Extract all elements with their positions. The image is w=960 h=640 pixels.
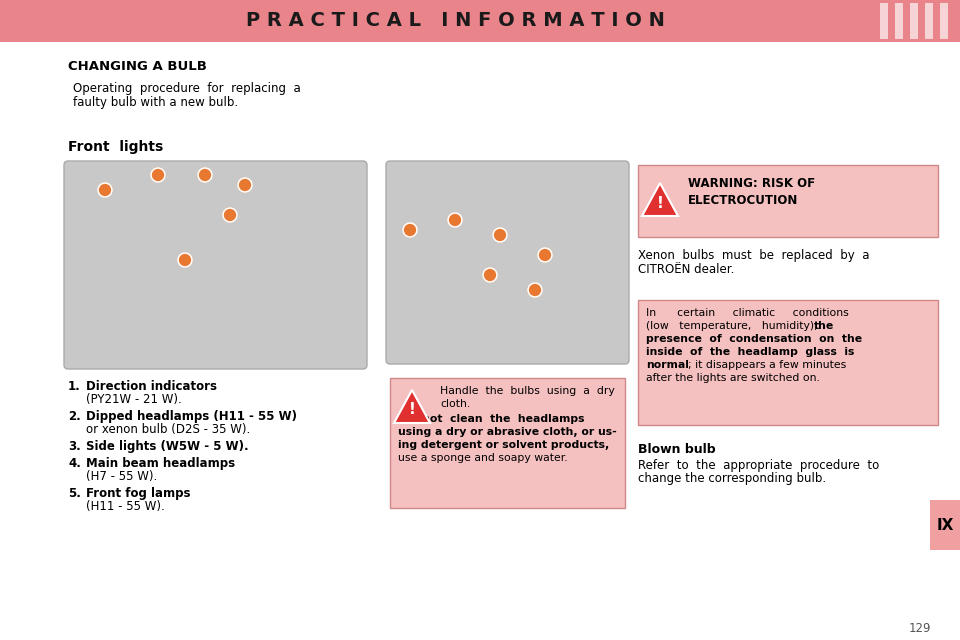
Text: after the lights are switched on.: after the lights are switched on. (646, 373, 820, 383)
Text: 3.: 3. (68, 440, 81, 453)
FancyBboxPatch shape (390, 378, 625, 508)
Text: Front fog lamps: Front fog lamps (86, 487, 190, 500)
FancyBboxPatch shape (638, 300, 938, 425)
Text: Dipped headlamps (H11 - 55 W): Dipped headlamps (H11 - 55 W) (86, 410, 297, 423)
Text: faulty bulb with a new bulb.: faulty bulb with a new bulb. (73, 96, 238, 109)
Text: Xenon  bulbs  must  be  replaced  by  a: Xenon bulbs must be replaced by a (638, 249, 870, 262)
Text: Operating  procedure  for  replacing  a: Operating procedure for replacing a (73, 82, 300, 95)
Text: !: ! (409, 403, 416, 417)
Text: CITROËN dealer.: CITROËN dealer. (638, 263, 734, 276)
Text: Main beam headlamps: Main beam headlamps (86, 457, 235, 470)
FancyBboxPatch shape (930, 500, 960, 550)
FancyBboxPatch shape (880, 3, 888, 39)
Text: Front  lights: Front lights (68, 140, 163, 154)
Polygon shape (642, 183, 678, 216)
Circle shape (528, 283, 542, 297)
Circle shape (493, 228, 507, 242)
Text: IX: IX (936, 518, 953, 532)
Text: In      certain     climatic     conditions: In certain climatic conditions (646, 308, 849, 318)
Text: inside  of  the  headlamp  glass  is: inside of the headlamp glass is (646, 347, 854, 357)
Text: using a dry or abrasive cloth, or us-: using a dry or abrasive cloth, or us- (398, 427, 616, 437)
Text: 2.: 2. (68, 410, 81, 423)
Text: use a sponge and soapy water.: use a sponge and soapy water. (398, 453, 567, 463)
Text: Blown bulb: Blown bulb (638, 443, 715, 456)
Text: the: the (814, 321, 834, 331)
Text: ; it disappears a few minutes: ; it disappears a few minutes (688, 360, 847, 370)
Text: WARNING: RISK OF
ELECTROCUTION: WARNING: RISK OF ELECTROCUTION (688, 177, 815, 207)
Text: Do  not  clean  the  headlamps: Do not clean the headlamps (398, 414, 585, 424)
Circle shape (223, 208, 237, 222)
Polygon shape (394, 390, 430, 423)
Circle shape (483, 268, 497, 282)
Text: 1.: 1. (68, 380, 81, 393)
Text: CHANGING A BULB: CHANGING A BULB (68, 60, 206, 73)
Text: 5.: 5. (68, 487, 81, 500)
Circle shape (448, 213, 462, 227)
Circle shape (538, 248, 552, 262)
Text: Handle  the  bulbs  using  a  dry: Handle the bulbs using a dry (440, 386, 614, 396)
FancyBboxPatch shape (940, 3, 948, 39)
Text: (PY21W - 21 W).: (PY21W - 21 W). (86, 393, 181, 406)
Circle shape (238, 178, 252, 192)
Text: change the corresponding bulb.: change the corresponding bulb. (638, 472, 827, 485)
FancyBboxPatch shape (64, 161, 367, 369)
Text: P R A C T I C A L   I N F O R M A T I O N: P R A C T I C A L I N F O R M A T I O N (246, 12, 664, 31)
Circle shape (151, 168, 165, 182)
Text: (H11 - 55 W).: (H11 - 55 W). (86, 500, 165, 513)
Text: 129: 129 (909, 621, 931, 634)
Circle shape (403, 223, 417, 237)
FancyBboxPatch shape (925, 3, 933, 39)
Circle shape (98, 183, 112, 197)
Circle shape (178, 253, 192, 267)
Circle shape (198, 168, 212, 182)
Text: cloth.: cloth. (440, 399, 470, 409)
Text: Side lights (W5W - 5 W).: Side lights (W5W - 5 W). (86, 440, 249, 453)
FancyBboxPatch shape (895, 3, 903, 39)
FancyBboxPatch shape (910, 3, 918, 39)
FancyBboxPatch shape (386, 161, 629, 364)
Text: !: ! (657, 196, 663, 211)
Text: 4.: 4. (68, 457, 81, 470)
Text: Direction indicators: Direction indicators (86, 380, 217, 393)
Text: presence  of  condensation  on  the: presence of condensation on the (646, 334, 862, 344)
FancyBboxPatch shape (0, 0, 960, 42)
Text: (low   temperature,   humidity),: (low temperature, humidity), (646, 321, 825, 331)
Text: normal: normal (646, 360, 689, 370)
Text: ing detergent or solvent products,: ing detergent or solvent products, (398, 440, 610, 450)
Text: or xenon bulb (D2S - 35 W).: or xenon bulb (D2S - 35 W). (86, 423, 251, 436)
Text: Refer  to  the  appropriate  procedure  to: Refer to the appropriate procedure to (638, 459, 879, 472)
Text: (H7 - 55 W).: (H7 - 55 W). (86, 470, 157, 483)
FancyBboxPatch shape (638, 165, 938, 237)
